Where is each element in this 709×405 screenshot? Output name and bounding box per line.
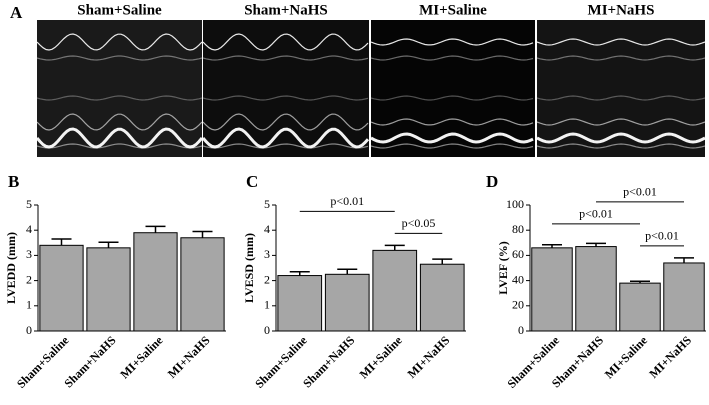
image-title: MI+NaHS: [588, 2, 655, 18]
x-tick-label: MI+NaHS: [405, 333, 453, 381]
echo-trace: [370, 38, 534, 46]
echo-trace: [36, 113, 203, 131]
echo-trace: [536, 38, 706, 46]
echo-trace: [536, 132, 706, 144]
echo-trace: [202, 95, 369, 101]
significance-label: p<0.01: [579, 207, 613, 221]
bar: [39, 244, 84, 332]
y-tick-label: 0: [26, 323, 32, 337]
y-tick-label: 3: [264, 247, 270, 261]
bar: [531, 247, 573, 332]
error-bar: [432, 258, 453, 265]
y-axis-label: LVEF (%): [496, 241, 510, 294]
echo-trace: [370, 132, 534, 144]
bar: [86, 247, 131, 332]
x-tick-label: MI+Saline: [357, 333, 406, 382]
bar: [619, 282, 661, 332]
echo-trace: [370, 55, 534, 61]
echo-trace: [36, 33, 203, 51]
y-tick-label: 40: [512, 272, 524, 286]
bar: [663, 262, 705, 332]
x-tick-label: Sham+NaHS: [300, 333, 357, 390]
error-bar: [542, 243, 562, 248]
y-tick-label: 5: [264, 197, 270, 211]
bar: [324, 273, 370, 332]
error-bar: [384, 244, 405, 251]
x-tick-label: MI+Saline: [117, 333, 166, 382]
y-axis-label: LVEDD (mm): [4, 232, 18, 304]
image-title: Sham+NaHS: [244, 2, 328, 18]
echo-trace: [536, 118, 706, 126]
echo-trace: [201, 127, 370, 149]
y-tick-label: 4: [26, 222, 32, 236]
y-tick-label: 1: [264, 298, 270, 312]
y-tick-label: 5: [26, 197, 32, 211]
echo-trace: [202, 113, 369, 131]
y-tick-label: 2: [26, 272, 32, 286]
y-tick-label: 20: [512, 298, 524, 312]
significance-label: p<0.01: [645, 229, 679, 243]
y-tick-label: 1: [26, 298, 32, 312]
panel-label: D: [486, 172, 498, 191]
error-bar: [337, 268, 358, 275]
y-tick-label: 100: [506, 197, 524, 211]
image-title: MI+Saline: [419, 2, 487, 18]
echo-trace: [536, 95, 706, 101]
y-tick-label: 0: [518, 323, 524, 337]
bar: [419, 263, 465, 332]
echo-trace: [370, 118, 534, 126]
echo-trace: [536, 143, 706, 149]
bar: [277, 275, 323, 332]
image-title: Sham+Saline: [77, 2, 162, 18]
bar: [133, 232, 178, 332]
echo-trace: [36, 95, 203, 101]
echo-trace: [202, 33, 369, 51]
error-bar: [289, 271, 310, 276]
echo-trace: [202, 55, 369, 61]
panel-label: A: [10, 3, 23, 22]
echo-trace: [202, 143, 369, 149]
x-tick-label: MI+Saline: [602, 333, 651, 382]
significance-label: p<0.01: [330, 194, 364, 208]
y-tick-label: 60: [512, 247, 524, 261]
panel-label: C: [246, 172, 258, 191]
panel-label: B: [8, 172, 19, 191]
significance-label: p<0.05: [402, 216, 436, 230]
echo-trace: [370, 143, 534, 149]
error-bar: [586, 242, 606, 247]
bar: [575, 246, 617, 332]
error-bar: [630, 280, 650, 284]
error-bar: [51, 238, 72, 246]
y-tick-label: 0: [264, 323, 270, 337]
significance-label: p<0.01: [623, 185, 657, 199]
echo-trace: [536, 55, 706, 61]
echo-trace: [36, 143, 203, 149]
echo-trace: [370, 95, 534, 101]
y-tick-label: 2: [264, 272, 270, 286]
y-axis-label: LVESD (mm): [242, 233, 256, 303]
error-bar: [192, 230, 213, 238]
y-tick-label: 4: [264, 222, 270, 236]
echo-trace: [36, 55, 203, 61]
error-bar: [145, 225, 166, 233]
error-bar: [674, 257, 694, 263]
bar: [180, 237, 225, 332]
bar: [372, 249, 418, 332]
x-tick-label: MI+NaHS: [165, 333, 213, 381]
y-tick-label: 3: [26, 247, 32, 261]
echo-trace: [35, 127, 204, 149]
error-bar: [98, 241, 119, 248]
y-tick-label: 80: [512, 222, 524, 236]
x-tick-label: MI+NaHS: [646, 333, 694, 381]
